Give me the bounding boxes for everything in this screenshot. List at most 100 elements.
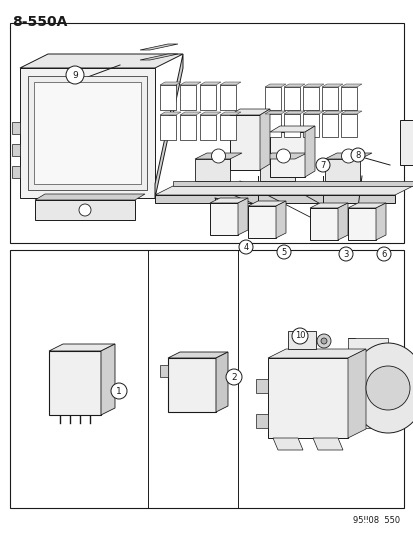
Circle shape — [341, 149, 355, 163]
Bar — [321, 114, 337, 137]
Bar — [199, 115, 216, 140]
Text: 9: 9 — [72, 70, 78, 79]
Polygon shape — [337, 203, 347, 240]
Polygon shape — [347, 338, 387, 428]
Circle shape — [79, 204, 91, 216]
Polygon shape — [264, 111, 285, 114]
Text: 3: 3 — [342, 249, 348, 259]
Polygon shape — [255, 379, 267, 393]
Polygon shape — [159, 365, 168, 377]
Circle shape — [276, 149, 290, 163]
Bar — [159, 85, 176, 110]
Polygon shape — [321, 111, 342, 114]
Bar — [180, 115, 195, 140]
Polygon shape — [195, 159, 230, 181]
Polygon shape — [302, 84, 323, 87]
Polygon shape — [347, 349, 365, 438]
Bar — [199, 85, 216, 110]
Circle shape — [66, 66, 84, 84]
Polygon shape — [347, 208, 375, 240]
Polygon shape — [140, 44, 178, 50]
Polygon shape — [168, 358, 216, 412]
Polygon shape — [267, 349, 365, 358]
Circle shape — [338, 247, 352, 261]
Ellipse shape — [349, 343, 413, 433]
Polygon shape — [49, 351, 101, 415]
Circle shape — [276, 245, 290, 259]
Text: 95ǃǃ08  550: 95ǃǃ08 550 — [352, 516, 399, 525]
Polygon shape — [247, 201, 285, 206]
Polygon shape — [20, 54, 183, 68]
Polygon shape — [399, 120, 413, 165]
Polygon shape — [12, 166, 20, 178]
Bar — [283, 87, 299, 110]
Polygon shape — [269, 132, 304, 177]
Polygon shape — [159, 82, 180, 85]
Polygon shape — [302, 111, 323, 114]
Polygon shape — [35, 194, 145, 200]
Text: 6: 6 — [380, 249, 386, 259]
Circle shape — [238, 240, 252, 254]
Polygon shape — [49, 344, 115, 351]
Polygon shape — [219, 112, 240, 115]
Bar — [264, 87, 280, 110]
Polygon shape — [255, 414, 267, 428]
Polygon shape — [12, 122, 20, 134]
Polygon shape — [283, 84, 304, 87]
Bar — [321, 87, 337, 110]
Polygon shape — [312, 438, 342, 450]
Polygon shape — [259, 159, 294, 181]
Bar — [340, 114, 356, 137]
Bar — [219, 115, 235, 140]
Polygon shape — [180, 112, 201, 115]
Polygon shape — [321, 84, 342, 87]
Circle shape — [365, 366, 409, 410]
Polygon shape — [199, 112, 221, 115]
Polygon shape — [309, 208, 337, 240]
Bar — [302, 87, 318, 110]
Circle shape — [320, 338, 326, 344]
Bar — [159, 115, 176, 140]
Polygon shape — [154, 186, 412, 195]
Polygon shape — [154, 54, 183, 198]
Polygon shape — [347, 203, 385, 208]
Polygon shape — [34, 82, 141, 184]
Polygon shape — [209, 198, 247, 203]
Polygon shape — [195, 153, 242, 159]
Circle shape — [316, 334, 330, 348]
Bar — [180, 85, 195, 110]
Polygon shape — [375, 203, 385, 240]
Text: 5: 5 — [281, 247, 286, 256]
Polygon shape — [209, 203, 237, 235]
Circle shape — [315, 158, 329, 172]
Circle shape — [225, 369, 242, 385]
Polygon shape — [340, 84, 361, 87]
Text: 8-550A: 8-550A — [12, 15, 67, 29]
Polygon shape — [340, 111, 361, 114]
Polygon shape — [275, 201, 285, 238]
Polygon shape — [35, 200, 135, 220]
Bar — [340, 87, 356, 110]
Polygon shape — [283, 111, 304, 114]
Polygon shape — [259, 109, 269, 170]
Circle shape — [111, 383, 127, 399]
Polygon shape — [173, 181, 412, 186]
Text: 8: 8 — [354, 150, 360, 159]
Polygon shape — [20, 68, 154, 198]
Polygon shape — [304, 126, 314, 177]
Polygon shape — [324, 159, 359, 181]
Circle shape — [211, 149, 225, 163]
Bar — [283, 114, 299, 137]
Polygon shape — [272, 438, 302, 450]
Polygon shape — [324, 153, 371, 159]
Polygon shape — [199, 82, 221, 85]
Polygon shape — [101, 344, 115, 415]
Polygon shape — [168, 352, 228, 358]
Text: 2: 2 — [230, 373, 236, 382]
Bar — [302, 114, 318, 137]
Text: 1: 1 — [116, 386, 121, 395]
Polygon shape — [269, 126, 314, 132]
Polygon shape — [309, 203, 347, 208]
Polygon shape — [287, 331, 315, 349]
Text: 4: 4 — [243, 243, 248, 252]
